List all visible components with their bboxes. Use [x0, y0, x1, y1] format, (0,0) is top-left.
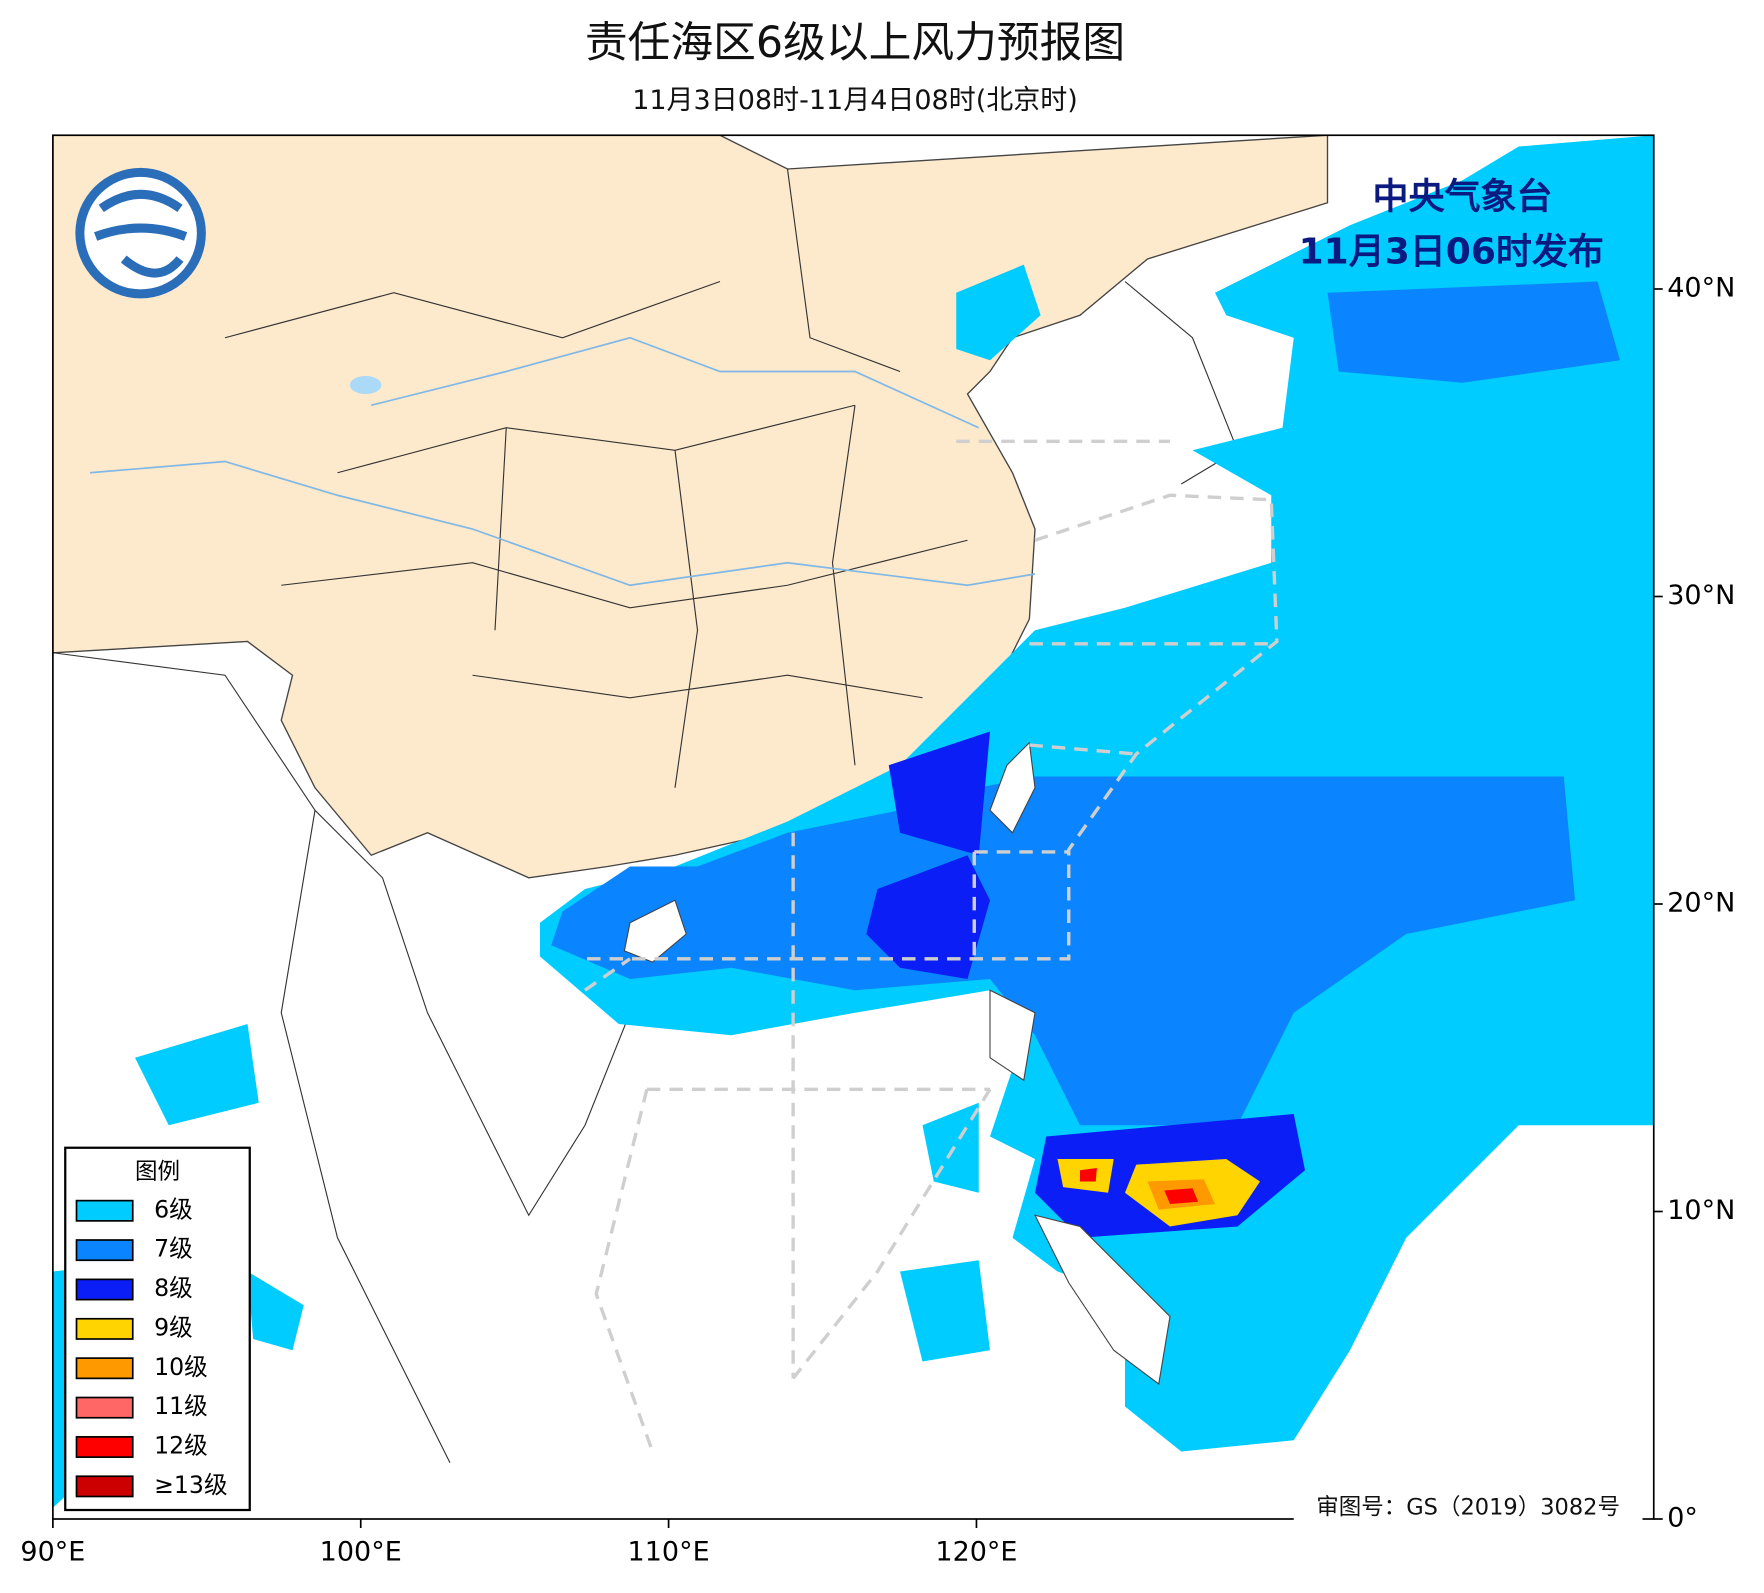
subtitle: 11月3日08时-11月4日08时(北京时) — [632, 85, 1078, 116]
title: 责任海区6级以上风力预报图 — [585, 18, 1125, 68]
legend-label: 6级 — [154, 1195, 193, 1223]
issue-time: 11月3日06时发布 — [1299, 231, 1604, 272]
logo — [75, 167, 206, 299]
legend-swatch — [75, 1436, 134, 1458]
lake — [349, 376, 382, 394]
x-tick-label: 120°E — [935, 1536, 1017, 1567]
map-area — [52, 135, 1654, 1519]
legend-swatch — [75, 1475, 134, 1498]
y-tick-label: 10°N — [1667, 1195, 1735, 1226]
legend-swatch — [75, 1396, 134, 1419]
legend-swatch — [75, 1278, 134, 1301]
review-number: 审图号：GS（2019）3082号 — [1316, 1494, 1620, 1520]
wind-area-7 — [551, 281, 1620, 1126]
wind-area-6-bohai — [956, 264, 1041, 361]
agency: 中央气象台 — [1372, 176, 1552, 217]
footer-bg — [1293, 1490, 1643, 1525]
legend-label: 7级 — [154, 1235, 193, 1263]
x-tick-label: 100°E — [320, 1536, 402, 1567]
province-borders — [224, 168, 968, 788]
wind-area-8 — [866, 731, 1305, 1238]
x-tick-label: 90°E — [20, 1536, 85, 1567]
rivers — [89, 336, 1036, 587]
y-tick-label: 0° — [1667, 1503, 1698, 1534]
y-tick-label: 30°N — [1667, 580, 1735, 611]
legend-swatch — [75, 1357, 134, 1380]
legend-label: 11级 — [154, 1392, 208, 1420]
wind-area-12 — [1080, 1168, 1199, 1204]
legend-label: ≥13级 — [154, 1471, 227, 1499]
legend-swatch — [75, 1317, 134, 1340]
legend: 图例 6级 7级 8级 9级 10级 11级 12级 ≥13级 — [64, 1146, 251, 1512]
islands — [623, 741, 1171, 1386]
legend-label: 9级 — [154, 1313, 193, 1341]
map-frame — [52, 134, 1655, 1520]
legend-swatch — [75, 1199, 134, 1222]
y-tick-label: 40°N — [1667, 273, 1735, 304]
legend-label: 12级 — [154, 1432, 208, 1460]
logo-mark — [94, 189, 188, 278]
legend-title: 图例 — [135, 1159, 180, 1185]
foreign-borders — [52, 202, 1621, 1464]
legend-swatch — [75, 1239, 134, 1262]
wind-area-6-west — [52, 1024, 990, 1508]
sea-area-boundaries — [584, 439, 1279, 1453]
y-tick-label: 20°N — [1667, 888, 1735, 919]
x-tick-label: 110°E — [628, 1536, 710, 1567]
legend-label: 10级 — [154, 1353, 208, 1381]
legend-label: 8级 — [154, 1274, 193, 1302]
